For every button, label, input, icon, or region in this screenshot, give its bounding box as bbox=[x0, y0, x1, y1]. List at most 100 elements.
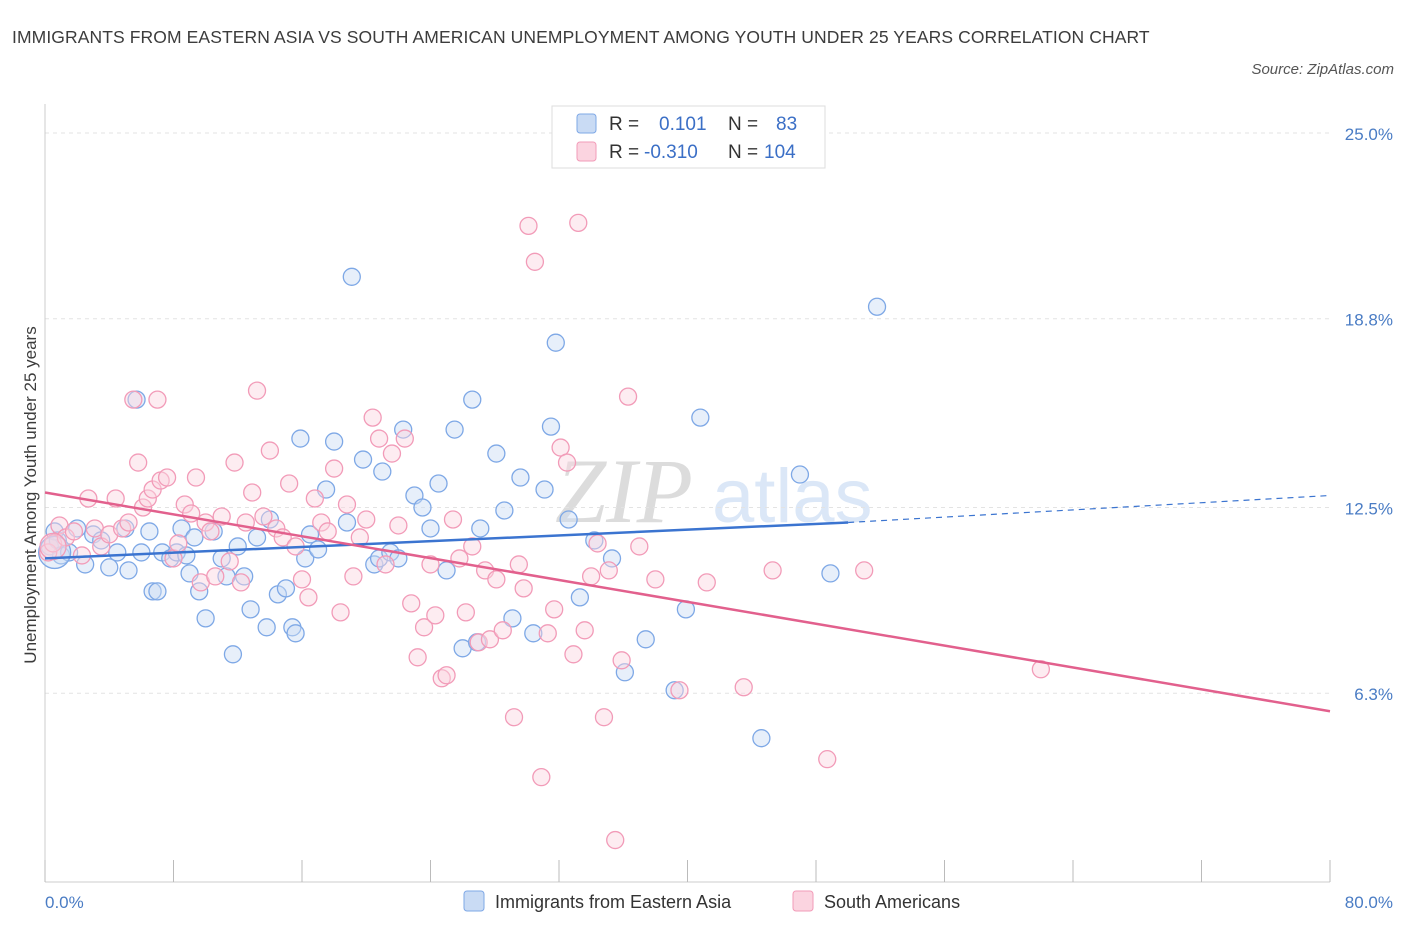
eastern-asia-point bbox=[100, 558, 119, 577]
south-americans-point bbox=[487, 570, 506, 589]
south-americans-point bbox=[243, 483, 262, 502]
south-americans-trend-line bbox=[44, 491, 1331, 713]
south-americans-point bbox=[469, 633, 488, 652]
south-americans-point bbox=[357, 510, 376, 529]
eastern-asia-point bbox=[196, 609, 215, 628]
eastern-asia-point bbox=[790, 465, 810, 484]
south-americans-point bbox=[569, 213, 588, 233]
south-americans-point bbox=[575, 621, 594, 640]
eastern-asia-point bbox=[140, 522, 159, 541]
eastern-asia-point bbox=[615, 663, 635, 682]
legend-r-value-1: 0.101 bbox=[659, 114, 707, 135]
south-americans-point bbox=[514, 579, 533, 598]
south-americans-point bbox=[437, 666, 456, 685]
south-americans-point bbox=[532, 767, 551, 787]
eastern-asia-point bbox=[296, 549, 315, 568]
eastern-asia-point bbox=[276, 579, 296, 598]
eastern-asia-point bbox=[541, 417, 561, 436]
trend-lines bbox=[44, 491, 1331, 713]
south-americans-point bbox=[538, 624, 557, 643]
eastern-asia-point bbox=[108, 543, 127, 562]
eastern-asia-point bbox=[445, 420, 464, 439]
source-label: Source: ZipAtlas.com bbox=[1251, 61, 1394, 78]
eastern-asia-point bbox=[241, 600, 260, 619]
eastern-asia-point bbox=[487, 444, 506, 463]
eastern-asia-point bbox=[342, 267, 361, 286]
south-americans-point bbox=[557, 453, 577, 472]
south-americans-point bbox=[525, 252, 545, 271]
eastern-asia-point bbox=[471, 519, 490, 538]
eastern-asia-point bbox=[495, 501, 514, 520]
south-americans-point bbox=[670, 681, 689, 700]
south-americans-point bbox=[630, 537, 649, 556]
south-americans-point bbox=[426, 606, 445, 625]
eastern-asia-trend-line bbox=[44, 521, 849, 560]
south-americans-point bbox=[564, 645, 583, 664]
eastern-asia-point bbox=[172, 519, 191, 538]
bottom-legend-swatch-blue bbox=[463, 890, 485, 912]
south-americans-point bbox=[305, 489, 325, 508]
south-americans-point bbox=[186, 468, 206, 487]
south-americans-point bbox=[292, 570, 312, 589]
south-americans-point bbox=[414, 618, 434, 637]
south-americans-point bbox=[734, 678, 753, 697]
south-americans-point bbox=[855, 561, 874, 580]
eastern-asia-point bbox=[185, 528, 204, 547]
south-americans-point bbox=[509, 555, 528, 574]
south-americans-point bbox=[279, 474, 299, 493]
south-americans-point bbox=[818, 750, 837, 769]
south-americans-point bbox=[39, 532, 67, 561]
eastern-asia-point bbox=[291, 429, 310, 448]
south-americans-point bbox=[344, 567, 363, 586]
eastern-asia-point bbox=[148, 582, 167, 601]
south-americans-point bbox=[206, 567, 225, 586]
south-americans-point bbox=[138, 489, 157, 508]
legend-r-label-1: R = bbox=[609, 114, 639, 135]
south-americans-point bbox=[408, 648, 427, 667]
y-tick-label: 25.0% bbox=[1345, 125, 1393, 144]
eastern-asia-point bbox=[585, 531, 604, 550]
x-tick-max: 80.0% bbox=[1345, 893, 1393, 912]
eastern-asia-point bbox=[752, 729, 771, 748]
series-south-americans-points bbox=[39, 213, 1051, 850]
eastern-asia-trend-extension bbox=[848, 494, 1331, 524]
y-axis-title: Unemployment Among Youth under 25 years bbox=[21, 326, 40, 663]
south-americans-point bbox=[443, 510, 463, 529]
chart-title: IMMIGRANTS FROM EASTERN ASIA VS SOUTH AM… bbox=[12, 27, 1150, 47]
eastern-asia-point bbox=[559, 510, 578, 529]
south-americans-point bbox=[148, 390, 167, 409]
eastern-asia-point bbox=[570, 588, 590, 607]
y-tick-label: 6.3% bbox=[1354, 685, 1393, 704]
south-americans-point bbox=[119, 513, 138, 532]
eastern-asia-point bbox=[636, 630, 655, 649]
south-americans-point bbox=[220, 552, 239, 571]
south-americans-point bbox=[376, 555, 395, 574]
south-americans-point bbox=[169, 534, 188, 553]
eastern-asia-point bbox=[503, 609, 522, 628]
south-americans-point bbox=[254, 507, 273, 526]
watermark-zip: ZIP bbox=[555, 440, 693, 542]
eastern-asia-point bbox=[132, 543, 151, 562]
eastern-asia-point bbox=[223, 645, 243, 664]
eastern-asia-point bbox=[286, 624, 305, 643]
eastern-asia-point bbox=[867, 297, 887, 316]
bottom-legend-label-1: Immigrants from Eastern Asia bbox=[495, 892, 732, 912]
eastern-asia-point bbox=[511, 468, 530, 487]
legend-r-label-2: R = bbox=[609, 142, 639, 163]
south-americans-point bbox=[318, 522, 337, 541]
south-americans-point bbox=[504, 708, 524, 727]
south-americans-point bbox=[363, 408, 382, 427]
eastern-asia-point bbox=[546, 333, 565, 352]
south-americans-point bbox=[594, 708, 614, 727]
eastern-asia-point bbox=[437, 561, 456, 580]
south-americans-point bbox=[697, 573, 716, 592]
x-tick-min: 0.0% bbox=[45, 893, 84, 912]
south-americans-point bbox=[480, 630, 500, 649]
south-americans-point bbox=[247, 381, 267, 400]
south-americans-point bbox=[402, 594, 421, 613]
eastern-asia-point bbox=[463, 390, 482, 409]
eastern-asia-point bbox=[524, 624, 543, 643]
eastern-asia-point bbox=[228, 537, 247, 556]
eastern-asia-point bbox=[429, 474, 448, 493]
